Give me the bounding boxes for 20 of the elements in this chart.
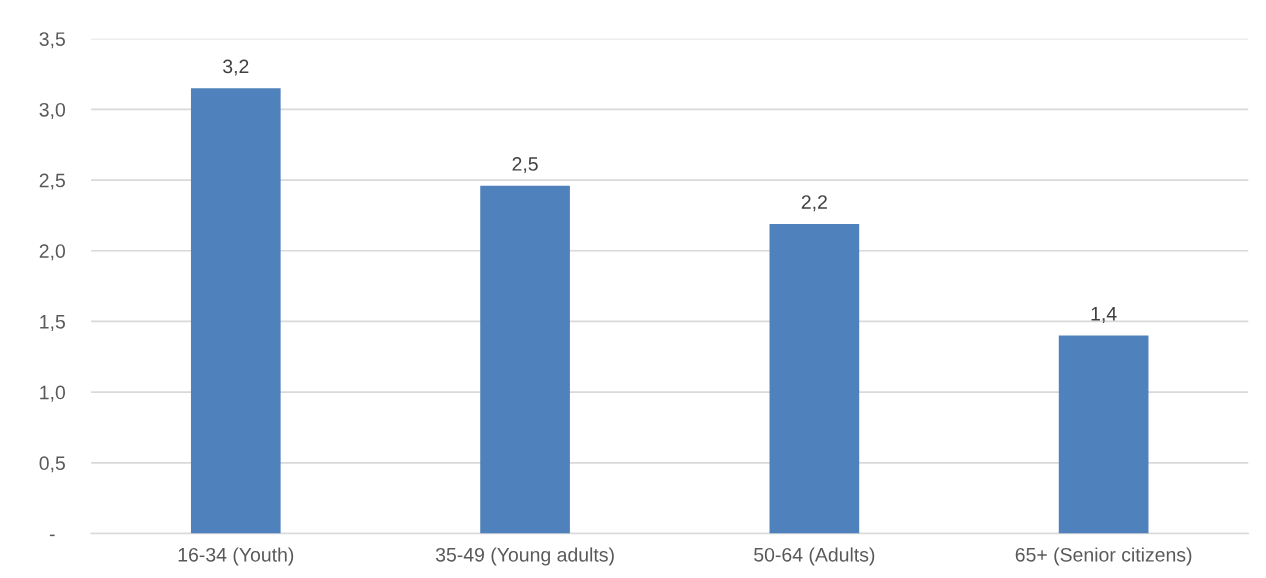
x-tick-label: 16-34 (Youth)	[178, 547, 294, 566]
data-label: 1,4	[1091, 307, 1117, 323]
bar	[1058, 335, 1149, 534]
x-tick-label: 35-49 (Young adults)	[435, 547, 614, 566]
bar	[769, 223, 860, 534]
bar	[190, 88, 281, 534]
y-tick-label: 3,5	[39, 32, 65, 49]
data-label: 2,2	[801, 195, 827, 212]
data-label: 2,5	[512, 157, 538, 174]
y-tick-label: 2,5	[39, 173, 65, 190]
bar	[480, 185, 570, 534]
y-tick-label: 2,0	[39, 244, 66, 261]
y-tick-label: 3,0	[39, 102, 66, 119]
x-tick-label: 50-64 (Adults)	[754, 547, 875, 566]
y-tick-label: 1,5	[40, 315, 65, 331]
y-tick-label: 0,5	[39, 456, 65, 473]
x-tick-label: 65+ (Senior citizens)	[1015, 547, 1192, 566]
y-tick-label: -	[49, 534, 55, 537]
y-tick-label: 1,0	[40, 385, 66, 402]
data-label: 3,2	[223, 59, 249, 76]
